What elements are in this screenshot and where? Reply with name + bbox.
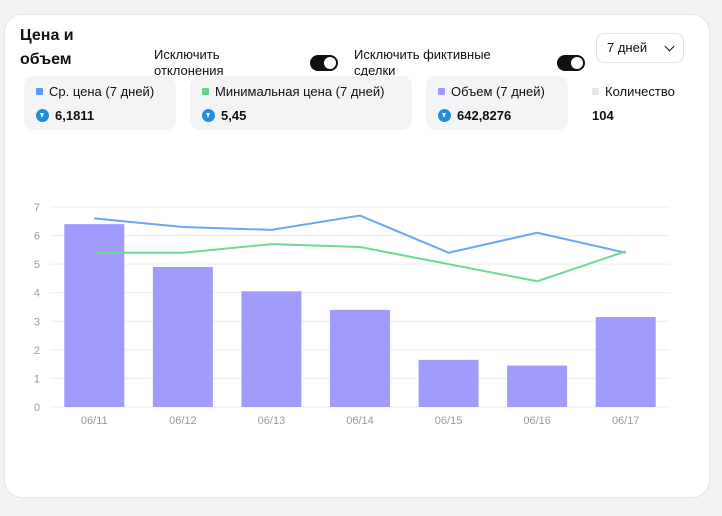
x-tick-label: 06/16 [523,415,551,427]
volume-bar [152,267,213,407]
x-tick-label: 06/17 [612,415,640,427]
y-tick-label: 3 [34,316,40,328]
toggle-knob [571,57,583,69]
ton-coin-icon [438,109,451,122]
period-dropdown[interactable]: 7 дней [596,33,684,63]
x-tick-label: 06/11 [81,415,108,427]
volume-bar [64,224,125,407]
stat-value: 6,1811 [55,108,95,123]
stat-label: Минимальная цена (7 дней) [215,84,385,99]
stat-value: 642,8276 [457,108,512,123]
legend-swatch [592,88,599,95]
exclude-outliers-toggle[interactable] [310,55,338,71]
period-selected: 7 дней [607,40,648,55]
stat-value: 5,45 [221,108,247,123]
y-tick-label: 1 [34,373,40,385]
volume-bar [507,365,568,407]
x-tick-label: 06/14 [346,415,374,427]
toggle-knob [324,57,336,69]
x-tick-label: 06/12 [169,415,197,427]
stat-avg-price: Ср. цена (7 дней) 6,1811 [24,76,176,130]
avg-price-line [94,214,626,254]
exclude-fake-trades-label: Исключить фиктивные сделки [354,47,491,78]
volume-bar [418,359,479,407]
volume-bar [330,309,390,407]
y-tick-label: 6 [34,231,40,243]
stat-label: Ср. цена (7 дней) [49,84,155,99]
legend-swatch [438,88,445,95]
volume-bar [595,317,656,407]
stat-count: Количество 104 [580,76,700,130]
y-tick-label: 5 [34,259,40,271]
card-title: Цена и объем [20,27,74,68]
x-tick-label: 06/15 [435,415,463,427]
ton-coin-icon [202,109,215,122]
stat-volume: Объем (7 дней) 642,8276 [426,76,568,130]
legend-swatch [202,88,209,95]
x-tick-label: 06/13 [258,415,286,427]
stat-label: Количество [605,84,675,99]
stat-value: 104 [592,108,614,123]
stat-min-price: Минимальная цена (7 дней) 5,45 [190,76,412,130]
ton-coin-icon [36,109,49,122]
y-tick-label: 0 [34,402,40,414]
min-price-line [94,243,627,283]
y-tick-label: 7 [34,202,40,214]
y-tick-label: 2 [34,345,40,357]
y-tick-label: 4 [34,288,40,300]
exclude-outliers-label: Исключить отклонения [154,47,224,78]
exclude-fake-trades-toggle[interactable] [557,55,585,71]
stat-label: Объем (7 дней) [451,84,545,99]
legend-swatch [36,88,43,95]
volume-bar [241,291,302,407]
